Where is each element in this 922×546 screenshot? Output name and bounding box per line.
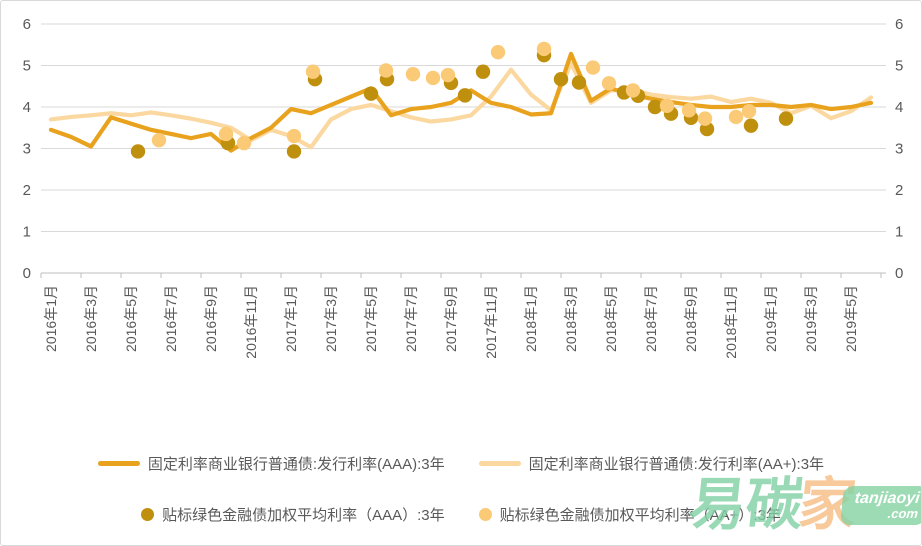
x-tick-label: 2018年1月 (523, 285, 539, 352)
scatter-dot (625, 83, 641, 98)
legend-item-dot-aaa: 贴标绿色金融债加权平均利率（AAA）:3年 (141, 504, 445, 525)
x-tick-label: 2016年5月 (123, 285, 139, 352)
scatter-dot (286, 128, 302, 144)
y-tick-label: 4 (23, 99, 31, 116)
scatter-dot (647, 99, 663, 115)
legend-row-lines: 固定利率商业银行普通债:发行利率(AAA):3年 固定利率商业银行普通债:发行利… (1, 453, 921, 474)
scatter-dot (457, 88, 473, 103)
x-tick-label: 2017年5月 (363, 285, 379, 352)
x-tick-label: 2018年11月 (723, 285, 739, 359)
legend-item-line-aaa: 固定利率商业银行普通债:发行利率(AAA):3年 (97, 453, 445, 474)
scatter-dot (425, 70, 441, 86)
scatter-dot (405, 67, 421, 82)
x-tick-label: 2016年1月 (43, 285, 59, 352)
legend-item-line-aaplus: 固定利率商业银行普通债:发行利率(AA+):3年 (478, 453, 825, 474)
scatter-dot (741, 103, 757, 119)
scatter-dot (585, 60, 601, 75)
scatter-dot (697, 111, 713, 126)
x-tick-label: 2017年7月 (403, 285, 419, 352)
scatter-dot (601, 76, 617, 91)
y-tick-label: 3 (895, 141, 903, 158)
x-tick-label: 2017年9月 (443, 285, 459, 352)
x-tick-label: 2016年7月 (163, 285, 179, 352)
x-tick-label: 2017年11月 (483, 285, 499, 359)
y-tick-label: 2 (895, 182, 903, 199)
scatter-dot (286, 144, 302, 159)
legend-label-dot-aaa: 贴标绿色金融债加权平均利率（AAA）:3年 (162, 507, 445, 524)
y-tick-label: 1 (895, 224, 903, 241)
scatter-dot (236, 135, 252, 151)
x-axis-labels: 2016年1月 2016年3月 2016年5月 2016年7月 2016年9月 2016年… (43, 285, 859, 359)
dot-swatch-aaa (141, 508, 155, 521)
y-tick-label: 0 (895, 265, 903, 282)
y-tick-label: 6 (23, 16, 31, 33)
y-tick-label: 0 (23, 265, 31, 282)
x-tick-label: 2016年9月 (203, 285, 219, 352)
y-axis-labels-right: 0 1 2 3 4 5 6 (895, 16, 903, 282)
scatter-dot (218, 126, 234, 142)
scatter-dot (151, 133, 167, 148)
y-tick-label: 2 (23, 182, 31, 199)
scatter-dot (728, 109, 744, 125)
scatter-dot (778, 111, 794, 126)
y-tick-label: 5 (23, 58, 31, 75)
x-tick-label: 2019年5月 (843, 285, 859, 352)
gridlines (41, 23, 886, 232)
x-tick-label: 2017年1月 (283, 285, 299, 352)
x-tick-label: 2019年3月 (803, 285, 819, 352)
scatter-dot (743, 118, 759, 133)
scatter-dot (378, 63, 394, 78)
scatter-dot (440, 67, 456, 83)
legend-row-dots: 贴标绿色金融债加权平均利率（AAA）:3年 贴标绿色金融债加权平均利率（AA+）… (1, 504, 921, 525)
x-axis (40, 272, 886, 278)
legend-label-line-aaplus: 固定利率商业银行普通债:发行利率(AA+):3年 (528, 456, 825, 473)
x-tick-label: 2018年7月 (643, 285, 659, 352)
scatter-dot (490, 45, 506, 60)
x-tick-label: 2018年9月 (683, 285, 699, 352)
scatter-dot (681, 103, 697, 118)
scatter-dot (363, 86, 379, 101)
legend-label-dot-aaplus: 贴标绿色金融债加权平均利率（AA+）:3年 (499, 507, 781, 524)
scatter-dot (659, 98, 675, 113)
y-axis-labels-left: 0 1 2 3 4 5 6 (23, 16, 31, 282)
scatter-dot (305, 64, 321, 79)
scatter-dot (553, 71, 569, 87)
y-tick-label: 1 (23, 224, 31, 241)
line-swatch-aaplus (478, 461, 521, 466)
y-tick-label: 5 (895, 58, 903, 75)
y-tick-label: 6 (895, 16, 903, 33)
dot-swatch-aaplus (478, 508, 492, 521)
x-tick-label: 2018年3月 (563, 285, 579, 352)
x-tick-label: 2019年1月 (763, 285, 779, 352)
scatter-dot (536, 41, 552, 57)
scatter-dot (571, 75, 587, 90)
legend-item-dot-aaplus: 贴标绿色金融债加权平均利率（AA+）:3年 (478, 504, 781, 525)
scatter-dot (475, 64, 491, 79)
x-tick-label: 2017年3月 (323, 285, 339, 352)
scatter-dot (130, 144, 146, 159)
line-swatch-aaa (97, 461, 140, 466)
x-tick-label: 2016年11月 (243, 285, 259, 359)
line-series-aaplus (48, 61, 874, 150)
y-tick-label: 4 (895, 99, 903, 116)
x-tick-label: 2016年3月 (83, 285, 99, 352)
scatter-series-aaplus (151, 41, 757, 151)
x-tick-label: 2018年5月 (603, 285, 619, 352)
legend-label-line-aaa: 固定利率商业银行普通债:发行利率(AAA):3年 (147, 456, 445, 473)
line-series-aaa (48, 51, 874, 153)
y-tick-label: 3 (23, 141, 31, 158)
